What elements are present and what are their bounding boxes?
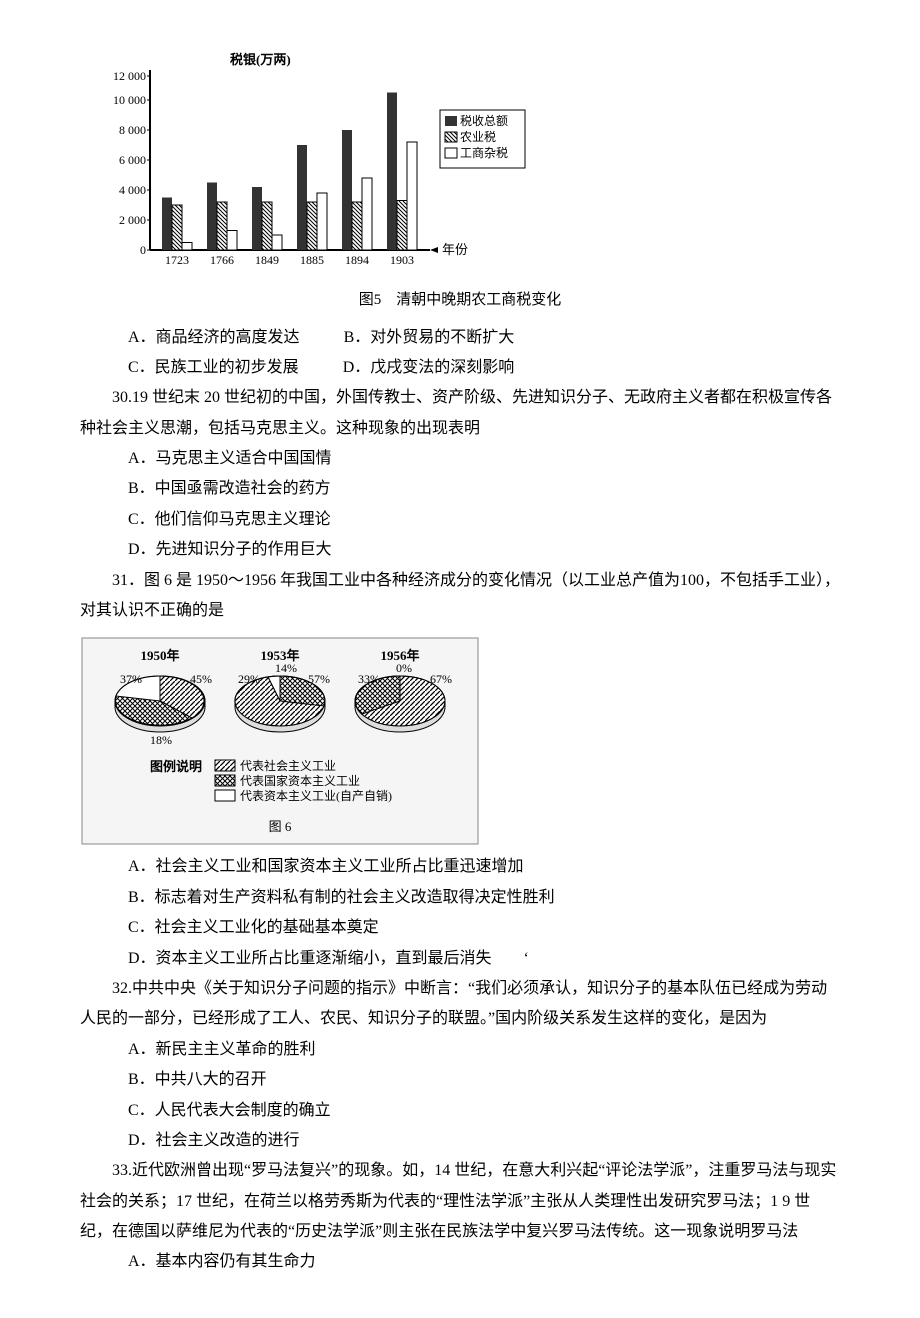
q32-option-d: D．社会主义改造的进行 [80,1126,840,1156]
q32-option-c: C．人民代表大会制度的确立 [80,1096,840,1126]
svg-text:工商杂税: 工商杂税 [460,145,508,160]
svg-text:12 000: 12 000 [113,69,146,83]
fig6-svg: 1950年 1953年 1956年 37% 45% 18% 29% 14% 57… [80,636,480,846]
svg-text:税收总额: 税收总额 [460,114,508,128]
svg-text:1894: 1894 [345,253,369,267]
q31-option-b: B．标志着对生产资料私有制的社会主义改造取得决定性胜利 [80,883,840,913]
q29-options-row2: C．民族工业的初步发展 D．戊戌变法的深刻影响 [80,353,840,383]
fig6-caption: 图 6 [269,819,292,834]
q33-stem: 33.近代欧洲曾出现“罗马法复兴”的现象。如，14 世纪，在意大利兴起“评论法学… [80,1156,840,1247]
svg-text:农业税: 农业税 [460,130,496,144]
q30-stem: 30.19 世纪末 20 世纪初的中国，外国传教士、资产阶级、先进知识分子、无政… [80,383,840,444]
q30-option-b: B．中国亟需改造社会的药方 [80,474,840,504]
q29-option-c: C．民族工业的初步发展 [128,353,299,383]
q29-options-row1: A．商品经济的高度发达 B．对外贸易的不断扩大 [80,323,840,353]
figure-6: 1950年 1953年 1956年 37% 45% 18% 29% 14% 57… [80,636,840,846]
q31-option-c: C．社会主义工业化的基础基本奠定 [80,913,840,943]
q31-stem: 31．图 6 是 1950～1956 年我国工业中各种经济成分的变化情况（以工业… [80,566,840,627]
svg-text:1885: 1885 [300,253,324,267]
svg-text:1849: 1849 [255,253,279,267]
q29-option-a: A．商品经济的高度发达 [128,323,300,353]
q29-option-d: D．戊戌变法的深刻影响 [343,353,515,383]
q30-option-d: D．先进知识分子的作用巨大 [80,535,840,565]
fig5-ylabel: 税银(万两) [230,52,291,67]
q32-option-a: A．新民主主义革命的胜利 [80,1035,840,1065]
svg-text:1950年: 1950年 [140,648,179,663]
svg-text:8 000: 8 000 [119,123,146,137]
fig6-p1-l1: 37% [120,672,142,686]
q33-option-a: A．基本内容仍有其生命力 [80,1247,840,1277]
svg-text:2 000: 2 000 [119,213,146,227]
svg-text:10 000: 10 000 [113,93,146,107]
svg-text:1723: 1723 [165,253,189,267]
q31-option-d: D．资本主义工业所占比重逐渐缩小，直到最后消失 ‘ [80,944,840,974]
svg-text:6 000: 6 000 [119,153,146,167]
fig6-p3-l1: 33% [358,672,380,686]
fig5-xlabel: 年份 [442,242,468,257]
svg-text:图例说明: 图例说明 [150,759,202,774]
svg-text:1903: 1903 [390,253,414,267]
fig5-svg: 税银(万两) 0 2 000 4 000 6 000 8 000 10 000 … [80,50,530,280]
figure-5: 税银(万两) 0 2 000 4 000 6 000 8 000 10 000 … [80,50,840,280]
fig5-yticks: 0 2 000 4 000 6 000 8 000 10 000 12 000 [113,69,146,257]
fig5-caption: 图5 清朝中晚期农工商税变化 [80,286,840,315]
fig5-bars [162,93,417,251]
q31-option-a: A．社会主义工业和国家资本主义工业所占比重迅速增加 [80,852,840,882]
fig6-p2-l3: 57% [308,672,330,686]
q30-option-a: A．马克思主义适合中国国情 [80,444,840,474]
q32-option-b: B．中共八大的召开 [80,1065,840,1095]
fig6-p2-l2: 14% [275,661,297,675]
q29-option-b: B．对外贸易的不断扩大 [344,323,515,353]
svg-text:0: 0 [140,243,146,257]
fig6-p1-l2: 45% [190,672,212,686]
fig5-legend: 税收总额 农业税 工商杂税 [440,110,525,168]
fig6-p3-l2: 0% [396,661,412,675]
svg-text:4 000: 4 000 [119,183,146,197]
fig6-p2-l1: 29% [238,672,260,686]
fig6-p3-l3: 67% [430,672,452,686]
fig6-p1-l3: 18% [150,733,172,747]
svg-text:代表社会主义工业: 代表社会主义工业 [240,758,336,773]
svg-text:代表国家资本主义工业: 代表国家资本主义工业 [240,773,360,788]
q30-option-c: C．他们信仰马克思主义理论 [80,505,840,535]
svg-text:代表资本主义工业(自产自销): 代表资本主义工业(自产自销) [240,789,392,803]
svg-text:1766: 1766 [210,253,234,267]
fig5-xticks: 1723 1766 1849 1885 1894 1903 [165,253,414,267]
q32-stem: 32.中共中央《关于知识分子问题的指示》中断言：“我们必须承认，知识分子的基本队… [80,974,840,1035]
